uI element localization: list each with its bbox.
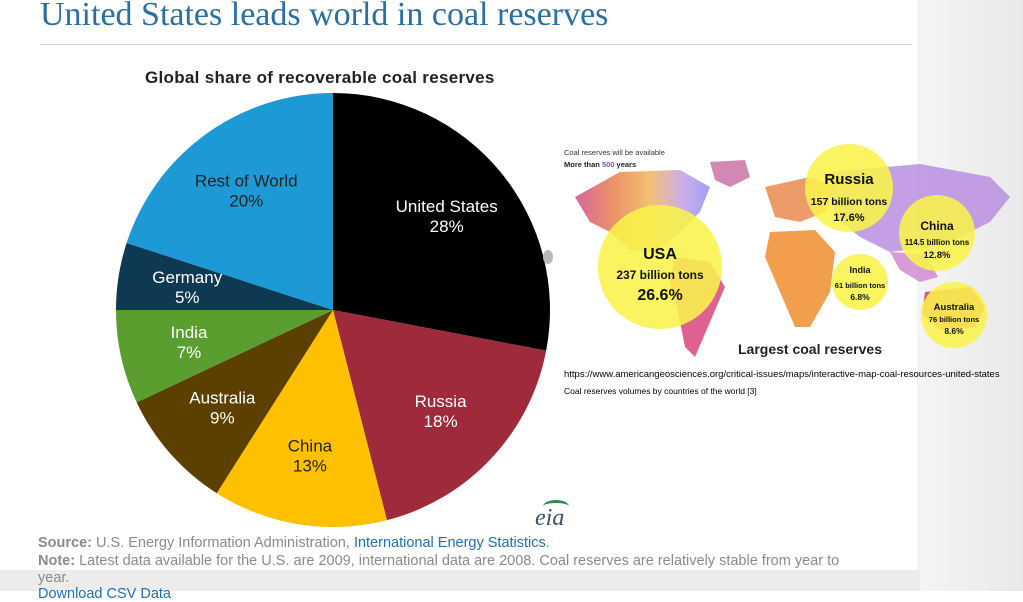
pie-slice-rest-of-world: [126, 93, 334, 310]
pie-slice-australia: [136, 310, 333, 494]
bubble-australia-share: 8.6%: [944, 326, 964, 336]
bubble-russia: Russia 157 billion tons 17.6%: [805, 144, 893, 232]
greenland-shape: [710, 160, 750, 187]
footer-note-continued: year.: [38, 570, 70, 586]
pie-label-united-states: United States: [396, 197, 498, 216]
bubble-russia-country: Russia: [824, 171, 874, 188]
pie-slice-india: [116, 310, 333, 403]
bubble-india: India 61 billion tons 6.8%: [832, 254, 888, 310]
pie-label-russia: Russia: [415, 392, 468, 411]
source-label: Source:: [38, 535, 92, 551]
bubble-russia-amount: 157 billion tons: [811, 196, 888, 208]
map-header-line1: Coal reserves will be available: [564, 148, 665, 157]
footer-source: Source: U.S. Energy Information Administ…: [38, 535, 550, 551]
map-note: Coal reserves volumes by countries of th…: [564, 386, 757, 396]
footer-note: Note: Latest data available for the U.S.…: [38, 553, 839, 569]
pie-slice-germany: [116, 242, 333, 310]
source-end: .: [545, 535, 550, 551]
pie-value-rest-of-world: 20%: [229, 192, 263, 211]
pie-label-china: China: [288, 437, 333, 456]
eia-logo-leaf: [543, 500, 569, 513]
source-text: U.S. Energy Information Administration,: [96, 535, 350, 551]
scroll-handle[interactable]: [543, 250, 553, 264]
world-map-infographic: Coal reserves will be available More tha…: [564, 144, 1010, 357]
bubble-china-country: China: [920, 219, 954, 233]
source-link[interactable]: International Energy Statistics: [353, 535, 546, 551]
pie-value-united-states: 28%: [430, 217, 464, 236]
pie-slice-china: [216, 310, 387, 527]
bottom-bar: [0, 570, 920, 591]
pie-value-china: 13%: [293, 457, 327, 476]
bubble-usa-country: USA: [643, 246, 677, 263]
download-csv-link[interactable]: Download CSV Data: [38, 586, 171, 602]
bubble-china-amount: 114.5 billion tons: [905, 238, 970, 247]
bubble-russia-share: 17.6%: [833, 212, 864, 224]
map-caption: Largest coal reserves: [738, 341, 882, 357]
bubble-china-share: 12.8%: [924, 250, 951, 261]
pie-value-germany: 5%: [175, 288, 200, 307]
svg-text:More than 500 years: More than 500 years: [564, 160, 636, 169]
bubble-china: China 114.5 billion tons 12.8%: [899, 195, 975, 271]
slide-title: United States leads world in coal reserv…: [40, 0, 609, 33]
pie-value-russia: 18%: [424, 412, 458, 431]
africa-shape: [765, 230, 835, 327]
pie-label-india: India: [171, 323, 208, 342]
bubble-india-amount: 61 billion tons: [835, 281, 885, 290]
bubble-usa-amount: 237 billion tons: [616, 268, 704, 282]
title-divider: [40, 44, 912, 45]
bubble-usa-share: 26.6%: [637, 287, 682, 304]
note-text: Latest data available for the U.S. are 2…: [79, 553, 840, 569]
bubble-usa: USA 237 billion tons 26.6%: [598, 205, 722, 329]
bubble-india-share: 6.8%: [850, 292, 870, 302]
map-header-value: 500: [602, 160, 615, 169]
bubble-australia-country: Australia: [934, 302, 975, 313]
pie-label-australia: Australia: [189, 389, 256, 408]
bubble-australia: Australia 76 billion tons 8.6%: [921, 282, 987, 348]
pie-value-india: 7%: [177, 343, 202, 362]
pie-label-rest-of-world: Rest of World: [195, 172, 298, 191]
map-header-suffix: years: [617, 160, 637, 169]
pie-slice-russia: [333, 310, 547, 521]
bubble-australia-amount: 76 billion tons: [929, 315, 979, 324]
pie-value-australia: 9%: [210, 409, 235, 428]
note-label: Note:: [38, 553, 76, 569]
eia-logo: eia: [535, 505, 565, 531]
map-source-url[interactable]: https://www.americangeosciences.org/crit…: [564, 369, 1000, 380]
map-header-prefix: More than: [564, 160, 600, 169]
pie-label-germany: Germany: [152, 268, 222, 287]
chart-title: Global share of recoverable coal reserve…: [145, 68, 495, 87]
bubble-india-country: India: [849, 265, 871, 275]
pie-slice-united-states: [333, 93, 550, 351]
